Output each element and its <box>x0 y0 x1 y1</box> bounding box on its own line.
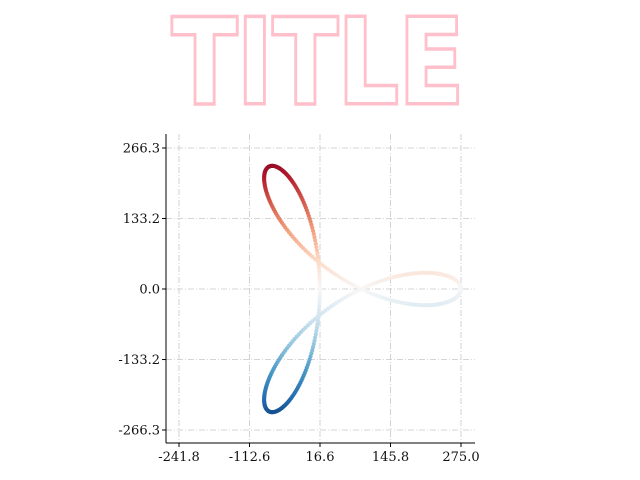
x-tick-label: -241.8 <box>158 450 200 465</box>
scatter-point <box>317 304 322 309</box>
scatter-points <box>262 163 464 415</box>
chart-title-text-inner-stroke: TITLE <box>172 0 464 131</box>
scatter-point <box>314 325 320 330</box>
y-tick-label: 266.3 <box>123 142 160 157</box>
y-tick-label: 0.0 <box>139 283 160 298</box>
scatter-point <box>311 231 316 237</box>
chart-title: TITLE TITLE <box>170 0 467 134</box>
y-tick-label: -266.3 <box>118 424 160 439</box>
x-tick-label: 275.0 <box>442 450 479 465</box>
scatter-point <box>317 290 322 295</box>
chart-title-text: TITLE <box>172 0 464 131</box>
scatter-point <box>317 301 322 306</box>
scatter-point <box>310 228 316 233</box>
x-tick-label: 16.6 <box>306 450 335 465</box>
scatter-point <box>316 258 321 263</box>
scatter-point <box>311 341 316 347</box>
scatter-point <box>317 294 322 299</box>
x-tick-label: -112.6 <box>229 450 271 465</box>
scatter-point <box>458 286 464 291</box>
y-axis-ticks: 266.3 133.2 0.0 -133.2 -266.3 <box>118 142 166 439</box>
scatter-point <box>317 276 322 281</box>
scatter-point <box>313 241 318 246</box>
scatter-point <box>316 308 322 313</box>
scatter-point <box>314 328 319 334</box>
scatter-point <box>315 255 320 260</box>
y-tick-label: -133.2 <box>118 353 160 368</box>
scatter-point <box>313 238 318 243</box>
scatter-point <box>315 322 320 327</box>
scatter-point <box>313 335 318 340</box>
scatter-point <box>316 265 322 270</box>
scatter-point <box>315 251 320 256</box>
x-axis-ticks: -241.8 -112.6 16.6 145.8 275.0 <box>158 443 480 465</box>
scatter-point <box>313 332 318 337</box>
x-tick-label: 145.8 <box>372 450 409 465</box>
scatter-point <box>312 338 317 343</box>
scatter-point <box>317 283 322 288</box>
scatter-point <box>312 235 317 240</box>
scatter-point <box>317 272 322 277</box>
scatter-point <box>314 244 319 250</box>
scatter-point <box>314 248 320 253</box>
scatter-point <box>316 262 321 267</box>
y-tick-label: 133.2 <box>123 212 160 227</box>
scatter-point <box>317 286 322 292</box>
scatter-point <box>317 297 322 302</box>
scatter-point <box>317 279 322 284</box>
scatter-point <box>317 269 322 274</box>
